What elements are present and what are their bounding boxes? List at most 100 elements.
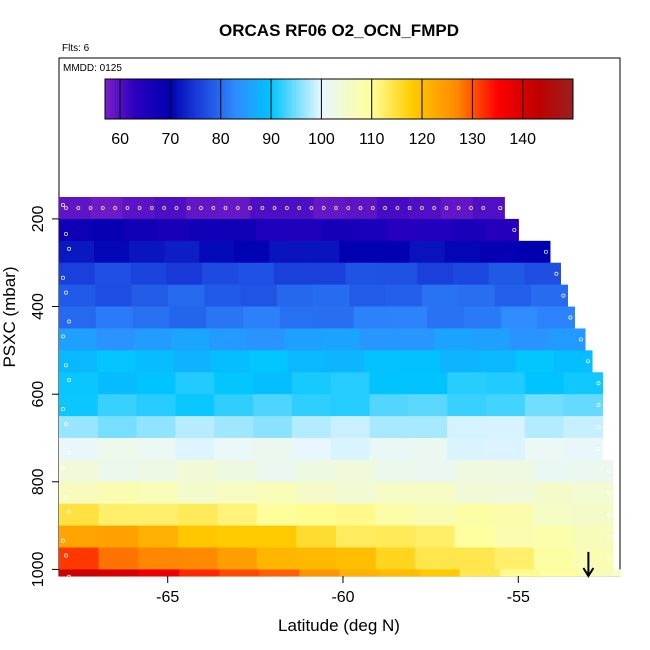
heatmap-cell (136, 437, 177, 461)
heatmap-cell (256, 481, 298, 505)
sample-point (543, 249, 548, 254)
colorbar-swatch (427, 79, 431, 119)
heatmap-cell (157, 218, 191, 242)
colorbar-swatch (479, 79, 483, 119)
sample-point (67, 450, 71, 455)
heatmap-cell (494, 459, 535, 483)
colorbar-swatch (437, 79, 441, 119)
heatmap-cell (288, 218, 323, 242)
colorbar-swatch (381, 79, 385, 119)
heatmap-cell (573, 525, 614, 548)
sample-point (297, 206, 302, 210)
heatmap-cell (98, 525, 139, 548)
colorbar-swatch (185, 79, 189, 119)
heatmap-cell (136, 416, 177, 439)
heatmap-cell (96, 328, 135, 351)
heatmap-cell (130, 262, 168, 286)
colorbar-swatch (331, 79, 335, 119)
heatmap-cell (447, 372, 487, 395)
sample-point (586, 359, 590, 364)
heatmap-layer (59, 197, 621, 577)
heatmap-cell (415, 459, 456, 483)
colorbar-swatch (489, 79, 493, 119)
chart-title: ORCAS RF06 O2_OCN_FMPD (219, 21, 459, 40)
y-axis-tick-label: 600 (30, 381, 47, 408)
heatmap-cell (243, 306, 281, 329)
heatmap-cell (276, 284, 314, 307)
sample-point (272, 206, 277, 210)
colorbar-swatch (434, 79, 438, 119)
sample-point (481, 206, 486, 210)
colorbar-swatch (268, 79, 272, 119)
flights-note: Flts: 6 (62, 43, 90, 54)
colorbar-swatch (520, 79, 524, 119)
heatmap-cell (321, 218, 355, 242)
heatmap-cell (335, 481, 377, 505)
colorbar-swatch (140, 79, 144, 119)
sample-point (395, 206, 400, 210)
arrow-layer (582, 551, 595, 578)
heatmap-cell (454, 547, 495, 570)
heatmap-cell (95, 284, 133, 307)
sample-point (223, 206, 228, 210)
colorbar-swatch (208, 79, 212, 119)
colorbar-swatch (301, 79, 305, 119)
heatmap-cell (59, 459, 100, 483)
heatmap-cell (175, 416, 215, 439)
sample-point (61, 275, 65, 280)
colorbar-swatch (432, 79, 436, 119)
heatmap-cell (291, 416, 332, 439)
colorbar-swatch (321, 79, 325, 119)
colorbar-swatch (386, 79, 390, 119)
sample-point (162, 206, 167, 210)
heatmap-cell (223, 218, 257, 242)
colorbar-swatch (565, 79, 569, 119)
heatmap-cell (138, 525, 179, 548)
heatmap-cell (217, 481, 258, 505)
sample-point (432, 206, 437, 210)
colorbar-swatch (482, 79, 486, 119)
heatmap-cell (330, 416, 371, 439)
colorbar-swatch (439, 79, 443, 119)
heatmap-cell (369, 394, 409, 417)
heatmap-cell (408, 197, 442, 220)
colorbar-swatch (333, 79, 337, 119)
heatmap-cell (458, 284, 496, 307)
sample-point (64, 422, 68, 426)
heatmap-cell (494, 525, 535, 548)
colorbar-swatch (512, 79, 516, 119)
colorbar-swatch (477, 79, 481, 119)
heatmap-cell (375, 459, 416, 483)
colorbar-swatch (263, 79, 267, 119)
colorbar-swatch (346, 79, 350, 119)
colorbar-swatch (117, 79, 121, 119)
colorbar-swatch (540, 79, 544, 119)
colorbar-swatch (238, 79, 242, 119)
heatmap-cell (97, 372, 138, 395)
colorbar-swatch (502, 79, 506, 119)
sample-point (61, 203, 65, 207)
heatmap-cell (573, 459, 614, 483)
heatmap-cell (177, 547, 218, 570)
heatmap-cell (296, 481, 337, 505)
heatmap-cell (409, 240, 446, 264)
heatmap-cell (422, 284, 460, 307)
heatmap-cell (573, 503, 614, 527)
heatmap-cell (199, 240, 235, 264)
heatmap-cell (485, 218, 519, 242)
heatmap-cell (533, 547, 575, 570)
heatmap-cell (94, 240, 130, 264)
heatmap-cell (296, 459, 337, 483)
colorbar-swatch (484, 79, 488, 119)
colorbar-swatch (215, 79, 219, 119)
heatmap-cell (246, 328, 285, 351)
heatmap-cell (98, 503, 139, 527)
y-axis-tick-label: 800 (30, 468, 47, 495)
heatmap-cell (563, 394, 604, 417)
heatmap-cell (129, 240, 165, 264)
colorbar-swatch (318, 79, 322, 119)
colorbar-swatch (167, 79, 171, 119)
heatmap-cell (59, 240, 95, 264)
heatmap-cell (99, 569, 140, 577)
heatmap-cell (175, 437, 215, 461)
